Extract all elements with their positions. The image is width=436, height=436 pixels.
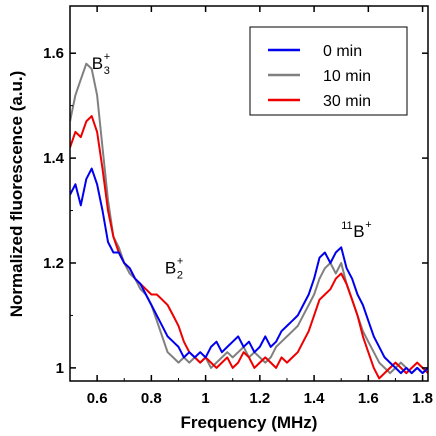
- peak-annotation: B +2: [165, 255, 183, 281]
- ticks-layer: 0.6 0.8 1 1.2 1.4 1.6 1.8 1 1.2 1.4 1.6: [43, 6, 433, 407]
- peak-annotation: B +3: [92, 51, 110, 77]
- annotation-base: B: [165, 258, 176, 277]
- series-layer: [70, 62, 428, 380]
- x-tick-label: 0.8: [141, 390, 162, 407]
- series-line-0-min: [70, 167, 428, 375]
- y-axis-label: Normalized fluorescence (a.u.): [7, 71, 26, 318]
- annotation-charge: +: [365, 219, 371, 231]
- x-tick-label: 1.2: [249, 390, 270, 407]
- annotation-base: B: [92, 54, 103, 73]
- x-tick-label: 1.8: [412, 390, 433, 407]
- legend-label: 10 min: [323, 68, 371, 85]
- x-tick-label: 0.6: [87, 390, 108, 407]
- peak-annotation: 11 B +: [341, 219, 371, 241]
- annotation-base: B: [353, 222, 364, 241]
- y-tick-label: 1: [56, 360, 64, 377]
- y-tick-label: 1.4: [43, 150, 65, 167]
- plot-frame: [69, 5, 429, 382]
- x-tick-label: 1.4: [304, 390, 326, 407]
- x-axis-label: Frequency (MHz): [181, 413, 318, 432]
- legend-label: 0 min: [323, 43, 362, 60]
- annotation-isotope: 11: [341, 220, 352, 232]
- annotation-charge: +: [104, 51, 110, 63]
- annotation-charge: +: [177, 255, 183, 267]
- y-tick-label: 1.6: [43, 45, 64, 62]
- legend-items: 0 min 10 min 30 min: [268, 43, 371, 110]
- annotation-subscript: 3: [104, 65, 110, 77]
- y-tick-label: 1.2: [43, 255, 64, 272]
- x-tick-label: 1.6: [358, 390, 379, 407]
- annotation-subscript: 2: [177, 269, 183, 281]
- legend-label: 30 min: [323, 93, 371, 110]
- annotation-layer: B +3B +211 B +: [92, 51, 372, 282]
- legend: 0 min 10 min 30 min: [249, 26, 408, 116]
- x-tick-label: 1: [201, 390, 209, 407]
